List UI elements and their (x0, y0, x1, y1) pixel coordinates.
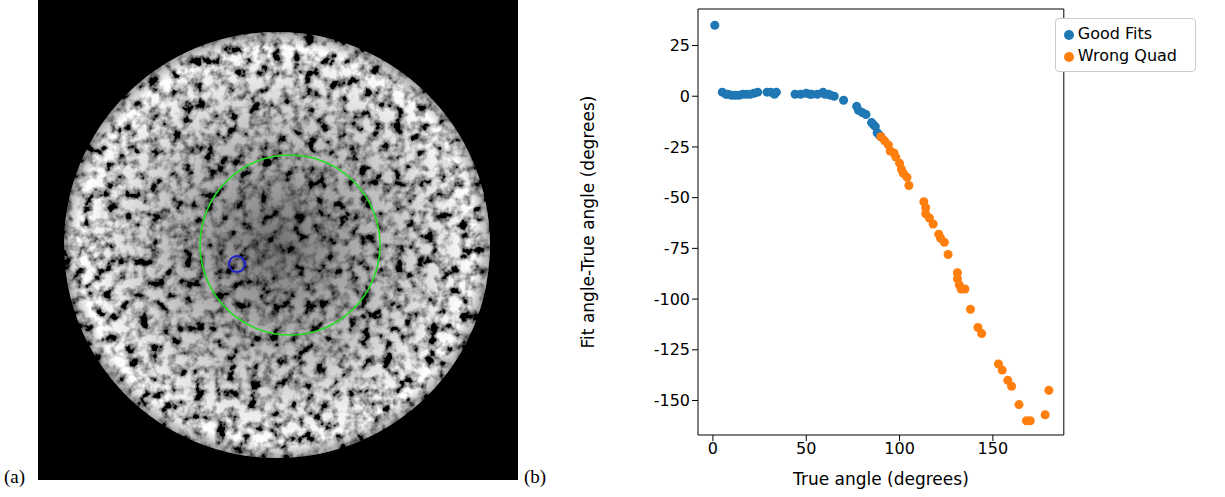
svg-text:150: 150 (978, 439, 1009, 458)
svg-text:-125: -125 (654, 340, 690, 359)
svg-text:-50: -50 (664, 188, 690, 207)
html-text:Good Fits: Good Fits (1077, 24, 1153, 43)
html-text:Wrong Quad: Wrong Quad (1077, 46, 1177, 65)
html-text:(b): (b) (524, 466, 547, 487)
html-text:(a): (a) (4, 466, 26, 487)
svg-text:Fit angle-True angle (degrees): Fit angle-True angle (degrees) (578, 96, 598, 349)
svg-text:-75: -75 (664, 239, 690, 258)
svg-text:0: 0 (680, 87, 690, 106)
svg-text:0: 0 (708, 439, 718, 458)
svg-text:100: 100 (884, 439, 915, 458)
svg-text:True angle (degrees): True angle (degrees) (792, 469, 969, 489)
svg-text:50: 50 (796, 439, 816, 458)
svg-text:-25: -25 (664, 138, 690, 157)
svg-text:-150: -150 (654, 391, 690, 410)
svg-text:25: 25 (670, 36, 690, 55)
svg-text:-100: -100 (654, 290, 690, 309)
